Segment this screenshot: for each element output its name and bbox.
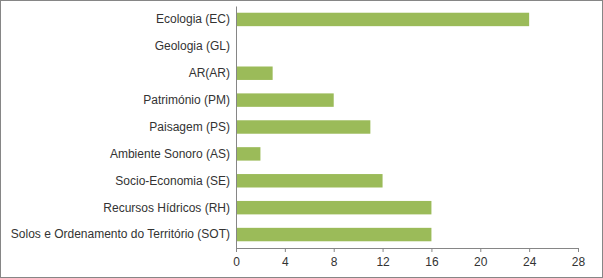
tick-line — [529, 248, 530, 252]
tick: AR(AR) — [189, 66, 236, 80]
tick-line — [480, 248, 481, 252]
tick-line — [334, 248, 335, 252]
tick-label: Património (PM) — [143, 93, 230, 107]
tick: 20 — [474, 248, 488, 269]
tick-label: Ecologia (EC) — [156, 12, 230, 26]
tick-line — [285, 248, 286, 252]
axis-line — [237, 249, 579, 253]
bar — [236, 93, 334, 106]
tick: Paisagem (PS) — [149, 120, 236, 134]
bar — [236, 13, 529, 26]
tick-label: Solos e Ordenamento do Território (SOT) — [11, 227, 230, 241]
chart-border — [1, 1, 603, 278]
tick: 4 — [282, 248, 289, 269]
bar — [236, 120, 370, 133]
tick: Ambiente Sonoro (AS) — [110, 147, 236, 161]
bar — [236, 147, 260, 160]
tick: Geologia (GL) — [155, 39, 236, 53]
tick: 16 — [425, 248, 439, 269]
tick-label: 20 — [474, 255, 488, 269]
tick-label: Geologia (GL) — [155, 39, 230, 53]
tick-label: Socio-Economia (SE) — [115, 174, 230, 188]
axis-line — [236, 7, 237, 249]
tick-line — [383, 248, 384, 252]
tick-label: 28 — [572, 255, 586, 269]
tick-line — [236, 248, 237, 252]
bar — [236, 174, 383, 187]
tick: Recursos Hídricos (RH) — [103, 201, 236, 215]
plot: Ecologia (EC) Geologia (GL) AR(AR) Patrimón… — [11, 7, 586, 269]
tick: 12 — [376, 248, 390, 269]
tick: 24 — [523, 248, 537, 269]
tick-label: Recursos Hídricos (RH) — [103, 201, 230, 215]
tick-label: AR(AR) — [189, 66, 230, 80]
tick-label: 0 — [233, 255, 240, 269]
tick-label: 12 — [376, 255, 390, 269]
tick-label: 8 — [331, 255, 338, 269]
value-axis: 0 4 8 12 16 20 24 28 — [233, 248, 585, 269]
tick: 28 — [572, 248, 586, 269]
tick-label: 24 — [523, 255, 537, 269]
category-axis: Ecologia (EC) Geologia (GL) AR(AR) Patrimón… — [11, 7, 237, 249]
tick-line — [431, 248, 432, 252]
tick-label: 16 — [425, 255, 439, 269]
bars — [236, 13, 529, 242]
tick-label: Paisagem (PS) — [149, 120, 230, 134]
tick-label: 4 — [282, 255, 289, 269]
tick-line — [578, 248, 579, 252]
bar — [236, 228, 431, 241]
tick: 8 — [331, 248, 338, 269]
tick: Ecologia (EC) — [156, 12, 236, 26]
tick: Socio-Economia (SE) — [115, 174, 236, 188]
chart: Ecologia (EC) Geologia (GL) AR(AR) Patrimón… — [0, 0, 603, 278]
bar — [236, 201, 431, 214]
tick: Património (PM) — [143, 93, 236, 107]
tick: Solos e Ordenamento do Território (SOT) — [11, 227, 236, 241]
tick-label: Ambiente Sonoro (AS) — [110, 147, 230, 161]
tick: 0 — [233, 248, 240, 269]
bar — [236, 67, 273, 80]
